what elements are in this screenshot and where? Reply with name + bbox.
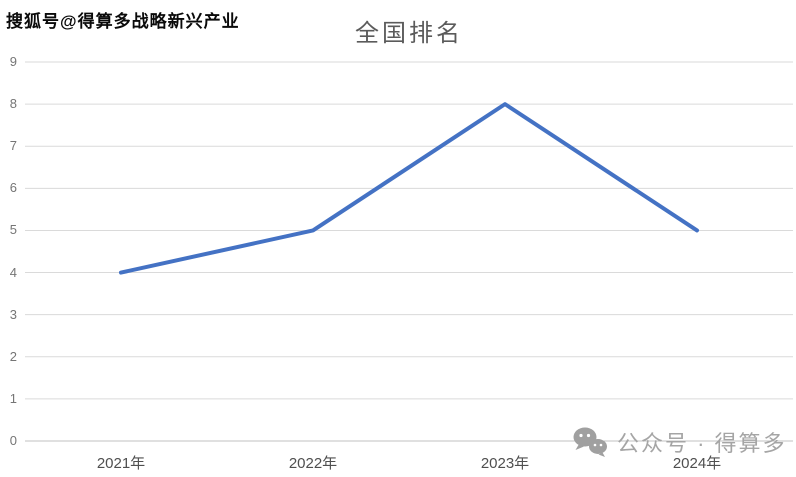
y-tick-label: 3	[9, 306, 17, 322]
watermark-bottom-right: 公众号 · 得算多	[572, 426, 787, 458]
y-tick-label: 6	[9, 180, 17, 196]
x-tick-label: 2023年	[480, 455, 530, 472]
x-axis-labels: 2021年 2022年 2023年 2024年	[0, 449, 796, 475]
y-tick-label: 7	[9, 138, 17, 154]
watermark-top-left: 搜狐号@得算多战略新兴产业	[6, 12, 240, 31]
watermark-bottom-right-text: 公众号 · 得算多	[617, 431, 787, 456]
y-tick-label: 0	[9, 433, 17, 448]
y-tick-label: 5	[9, 222, 17, 238]
wechat-icon	[573, 427, 607, 457]
x-tick-label: 2022年	[288, 455, 338, 472]
chart-title: 全国排名	[355, 21, 463, 47]
x-tick-label: 2024年	[672, 455, 722, 472]
y-tick-label: 9	[9, 54, 17, 69]
y-tick-label: 8	[9, 96, 17, 112]
data-line	[119, 102, 699, 275]
x-tick-label: 2021年	[96, 455, 146, 472]
y-tick-label: 1	[9, 390, 17, 406]
y-tick-label: 2	[9, 348, 17, 364]
y-tick-label: 4	[9, 264, 17, 280]
